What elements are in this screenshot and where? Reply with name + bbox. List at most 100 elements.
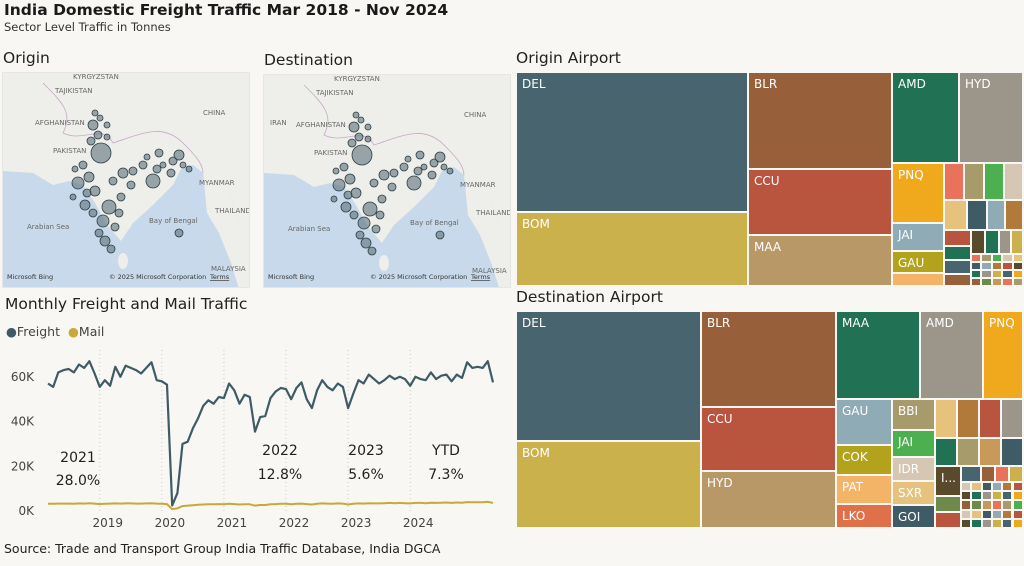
treemap-cell-ccu[interactable]: CCU [748, 169, 892, 235]
airport-bubble[interactable] [435, 230, 445, 240]
treemap-cell-amd[interactable]: AMD [892, 72, 959, 163]
treemap-cell-pat[interactable]: PAT [836, 475, 892, 504]
line-chart[interactable]: 0K 20K 40K 60K 2019 2020 2021 2022 2023 2024 [0, 340, 510, 535]
treemap-cell-small[interactable] [971, 482, 982, 492]
airport-bubble[interactable] [179, 161, 187, 169]
airport-bubble[interactable] [143, 153, 151, 161]
airport-bubble[interactable] [90, 142, 112, 164]
treemap-cell-small[interactable] [1002, 482, 1013, 492]
airport-bubble[interactable] [166, 168, 176, 178]
airport-bubble[interactable] [364, 135, 372, 143]
airport-bubble[interactable] [429, 158, 439, 168]
airport-bubble[interactable] [446, 167, 454, 175]
airport-bubble[interactable] [378, 169, 390, 181]
traffic-bubbles[interactable] [330, 111, 454, 256]
treemap-cell-small[interactable] [1002, 500, 1013, 510]
mail-line[interactable] [48, 500, 494, 511]
treemap-cell-hyd[interactable]: HYD [959, 72, 1023, 163]
airport-bubble[interactable] [69, 193, 77, 201]
treemap-cell-small[interactable] [944, 230, 971, 246]
treemap-cell-small[interactable] [971, 509, 982, 519]
airport-bubble[interactable] [145, 173, 161, 189]
airport-bubble[interactable] [415, 150, 425, 160]
airport-bubble[interactable] [434, 151, 446, 163]
treemap-cell-small[interactable] [892, 273, 944, 286]
treemap-cell-small[interactable] [981, 500, 992, 510]
airport-bubble[interactable] [367, 246, 377, 256]
treemap-cell-small[interactable] [999, 230, 1011, 254]
treemap-cell-small[interactable] [971, 491, 982, 501]
airport-bubble[interactable] [168, 156, 178, 166]
treemap-cell-small[interactable] [1002, 491, 1013, 501]
treemap-cell-small[interactable] [1001, 438, 1023, 466]
airport-bubble[interactable] [87, 119, 99, 131]
airport-bubble[interactable] [413, 166, 423, 176]
treemap-cell-small[interactable] [995, 466, 1009, 482]
treemap-cell-small[interactable] [961, 491, 972, 501]
treemap-cell-small[interactable] [1002, 254, 1013, 262]
treemap-cell-jai[interactable]: JAI [892, 430, 935, 457]
airport-bubble[interactable] [332, 178, 346, 192]
treemap-cell-small[interactable] [981, 254, 992, 262]
airport-bubble[interactable] [420, 163, 428, 171]
treemap-cell-small[interactable] [971, 254, 982, 262]
airport-bubble[interactable] [185, 165, 193, 173]
airport-bubble[interactable] [399, 162, 409, 172]
treemap-cell-small[interactable] [944, 200, 967, 230]
treemap-cell-small[interactable] [1012, 482, 1023, 492]
treemap-cell-small[interactable] [1012, 254, 1023, 262]
treemap-cell-small[interactable] [979, 399, 1001, 438]
legend-freight[interactable]: ●Freight [6, 324, 60, 339]
airport-bubble[interactable] [347, 138, 357, 148]
treemap-cell-small[interactable] [935, 496, 961, 512]
airport-bubble[interactable] [344, 173, 356, 185]
airport-bubble[interactable] [117, 167, 129, 179]
treemap-cell-jai[interactable]: JAI [892, 223, 944, 251]
treemap-cell-small[interactable] [1002, 509, 1013, 519]
treemap-cell-small[interactable] [1005, 200, 1023, 230]
airport-bubble[interactable] [389, 168, 399, 178]
treemap-cell-small[interactable] [1012, 518, 1023, 528]
map-terms-link[interactable]: Terms [470, 273, 491, 281]
airport-bubble[interactable] [138, 160, 148, 170]
treemap-cell-small[interactable] [981, 482, 992, 492]
treemap-cell-small[interactable] [991, 509, 1003, 519]
airport-bubble[interactable] [91, 109, 99, 117]
freight-line[interactable] [47, 360, 495, 507]
treemap-cell-small[interactable] [961, 466, 981, 482]
treemap-cell-small[interactable] [971, 230, 985, 254]
treemap-cell-bom[interactable]: BOM [516, 441, 701, 528]
treemap-cell-small[interactable] [991, 262, 1003, 270]
treemap-cell-ccu[interactable]: CCU [701, 407, 836, 471]
treemap-cell-amd[interactable]: AMD [920, 311, 983, 399]
airport-bubble[interactable] [78, 160, 88, 170]
treemap-cell-small[interactable] [967, 200, 987, 230]
treemap-cell-bom[interactable]: BOM [516, 212, 748, 286]
treemap-cell-del[interactable]: DEL [516, 72, 748, 212]
treemap-cell-sxr[interactable]: SXR [892, 481, 935, 505]
destination-map-canvas[interactable]: KYRGYZSTAN TAJIKISTAN CHINA AFGHANISTAN PAKI… [264, 75, 511, 288]
airport-bubble[interactable] [364, 123, 372, 131]
treemap-cell-small[interactable] [1012, 270, 1023, 278]
treemap-cell-small[interactable] [981, 518, 992, 528]
treemap-cell-blr[interactable]: BLR [701, 311, 836, 407]
treemap-cell-small[interactable] [987, 200, 1005, 230]
airport-bubble[interactable] [362, 201, 378, 217]
treemap-cell-small[interactable] [991, 482, 1003, 492]
airport-bubble[interactable] [154, 148, 164, 158]
airport-bubble[interactable] [354, 132, 364, 142]
airport-bubble[interactable] [352, 111, 360, 119]
airport-bubble[interactable] [340, 201, 352, 213]
treemap-cell-small[interactable] [985, 230, 999, 254]
treemap-cell-idr[interactable]: IDR [892, 457, 935, 481]
destination-treemap[interactable]: DEL BOM BLR CCU HYD MAA AMD PNQ GAU BBI JAI COK IDR P… [516, 311, 1023, 528]
treemap-cell-gau[interactable]: GAU [836, 399, 892, 445]
treemap-cell-bbi[interactable]: BBI [892, 399, 935, 430]
treemap-cell-pnq[interactable]: PNQ [983, 311, 1023, 399]
treemap-cell-small[interactable] [981, 270, 992, 278]
airport-bubble[interactable] [94, 228, 104, 238]
airport-bubble[interactable] [126, 180, 136, 190]
treemap-cell-small[interactable] [957, 399, 979, 438]
airport-bubble[interactable] [89, 185, 101, 197]
treemap-cell-small[interactable] [1012, 262, 1023, 270]
